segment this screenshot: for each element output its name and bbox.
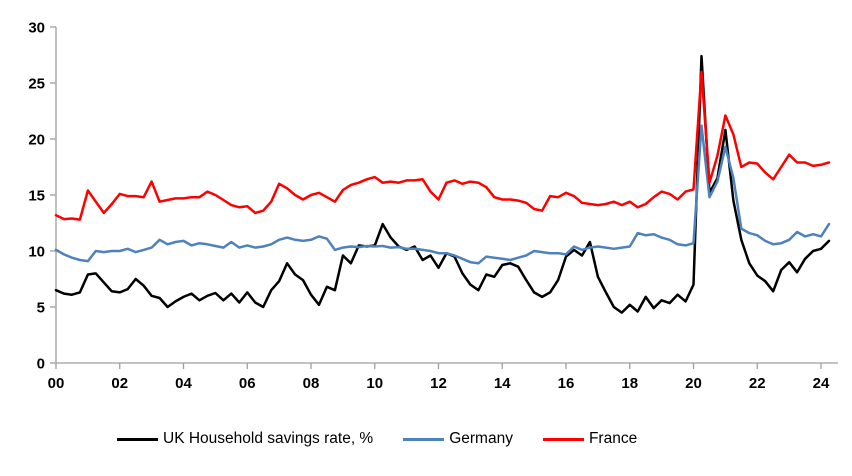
legend-item-france: France (542, 430, 638, 448)
svg-text:06: 06 (239, 375, 256, 392)
svg-text:30: 30 (28, 20, 45, 37)
svg-text:12: 12 (430, 375, 447, 392)
svg-text:5: 5 (37, 300, 45, 317)
svg-text:08: 08 (303, 375, 320, 392)
germany-line-swatch (403, 437, 445, 441)
svg-text:04: 04 (175, 375, 192, 392)
svg-text:02: 02 (111, 375, 128, 392)
y-axis: 0 5 10 15 20 25 30 (28, 20, 57, 373)
svg-text:10: 10 (28, 244, 45, 261)
series-line (54, 54, 831, 314)
svg-text:10: 10 (366, 375, 383, 392)
svg-text:16: 16 (558, 375, 575, 392)
svg-text:0: 0 (37, 356, 45, 373)
chart-legend: UK Household savings rate, % Germany Fra… (117, 430, 667, 448)
svg-text:20: 20 (685, 375, 702, 392)
france-line-swatch (542, 437, 584, 441)
uk-legend-label: UK Household savings rate, % (163, 430, 374, 447)
svg-text:20: 20 (28, 132, 45, 149)
series-line (54, 70, 831, 221)
series-line (54, 124, 831, 265)
svg-text:14: 14 (494, 375, 511, 392)
svg-text:25: 25 (28, 76, 45, 93)
france-legend-label: France (588, 430, 638, 447)
svg-text:22: 22 (749, 375, 766, 392)
germany-legend-label: Germany (449, 430, 513, 447)
plot-lines (54, 54, 831, 314)
x-axis: 00 02 04 06 08 10 12 14 16 18 20 22 24 (48, 362, 838, 392)
legend-item-germany: Germany (403, 430, 513, 448)
chart-area: 0 5 10 15 20 25 30 00 02 04 06 08 10 12 14 16 18 20 22 24 (28, 20, 838, 392)
svg-text:15: 15 (28, 188, 45, 205)
uk-line-swatch (117, 437, 158, 441)
svg-text:18: 18 (621, 375, 638, 392)
legend-item-uk: UK Household savings rate, % (117, 430, 373, 448)
svg-text:24: 24 (813, 375, 830, 392)
svg-text:00: 00 (48, 375, 65, 392)
chart-svg: 0 5 10 15 20 25 30 00 02 04 06 08 10 12 14 16 18 20 22 24 (28, 20, 838, 392)
